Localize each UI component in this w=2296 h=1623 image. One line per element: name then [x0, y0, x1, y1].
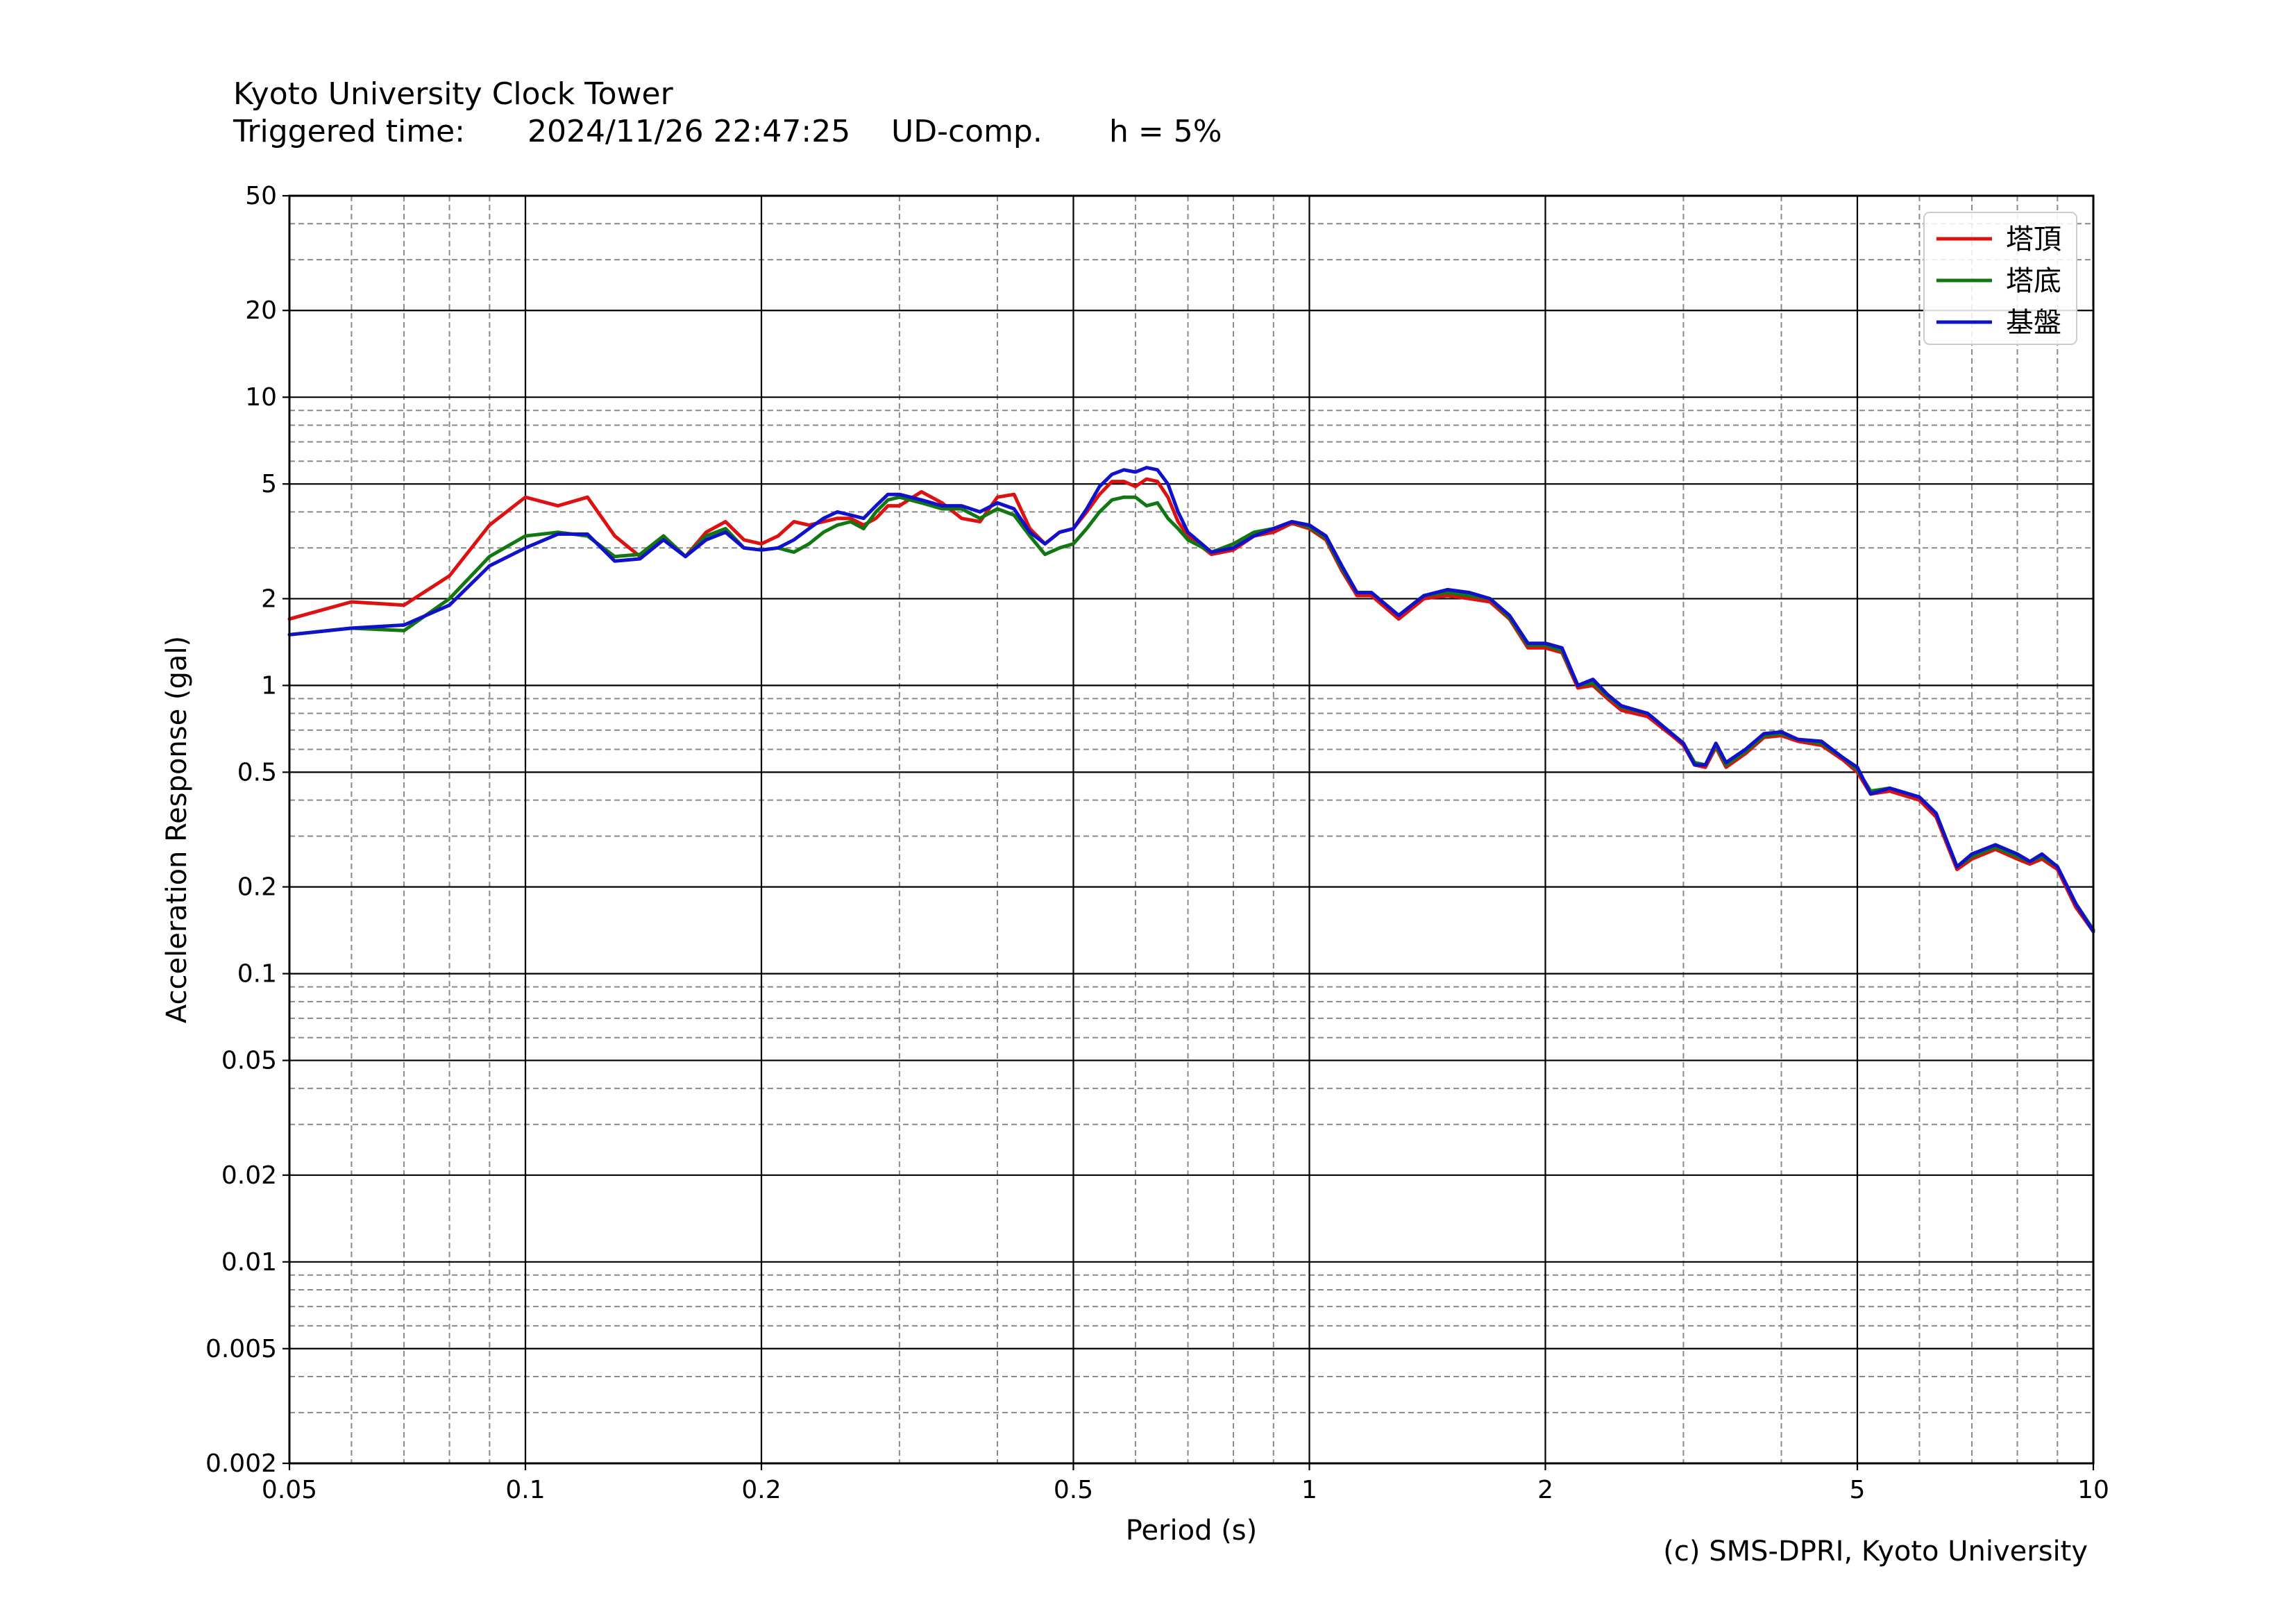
y-tick-label: 10: [245, 383, 277, 412]
grid-minor: [289, 196, 2093, 1463]
y-tick-label: 0.2: [237, 873, 277, 902]
x-tick-label: 0.1: [505, 1476, 545, 1504]
x-tick-label: 2: [1537, 1476, 1553, 1504]
x-tick-label: 10: [2077, 1476, 2109, 1504]
series-layer: [287, 466, 2095, 934]
y-axis-label: Acceleration Response (gal): [161, 636, 193, 1023]
chart-title-station: Kyoto University Clock Tower: [233, 76, 673, 112]
y-tick-label: 0.01: [221, 1248, 277, 1277]
x-tick-label: 0.05: [262, 1476, 317, 1504]
x-tick-label: 0.5: [1054, 1476, 1093, 1504]
y-tick-label: 5: [261, 470, 277, 498]
y-tick-label: 0.002: [205, 1449, 277, 1478]
y-tick-label: 1: [261, 671, 277, 700]
x-tick-label: 5: [1850, 1476, 1866, 1504]
y-tick-label: 0.5: [237, 758, 277, 787]
series-line-3: [287, 466, 2095, 934]
y-tick-label: 0.1: [237, 960, 277, 989]
x-tick-labels: 0.05 0.1 0.2 0.5 1 2 5 10: [262, 1476, 2109, 1504]
y-tick-label: 0.005: [205, 1335, 277, 1363]
y-tick-label: 20: [245, 296, 277, 325]
component-label: UD-comp.: [891, 114, 1043, 149]
credit-text: (c) SMS-DPRI, Kyoto University: [1663, 1536, 2088, 1567]
legend-box: [1923, 212, 2077, 345]
plot-frame: [288, 194, 2095, 1465]
y-tick-label: 0.02: [221, 1161, 277, 1190]
y-tick-labels: 0.002 0.005 0.01 0.02 0.05 0.1 0.2 0.5 1 2 5 10 20 50: [205, 182, 277, 1478]
y-tick-label: 0.05: [221, 1047, 277, 1075]
legend-label: 塔頂: [2006, 224, 2061, 255]
x-axis-label: Period (s): [1126, 1515, 1258, 1547]
triggered-time-value: 2024/11/26 22:47:25: [527, 114, 851, 149]
x-tick-label: 0.2: [741, 1476, 781, 1504]
series-line-1: [287, 477, 2095, 934]
y-tick-label: 50: [245, 182, 277, 210]
triggered-time-label: Triggered time:: [233, 114, 465, 149]
x-tick-label: 1: [1301, 1476, 1317, 1504]
legend-label: 塔底: [2006, 265, 2061, 297]
y-tick-label: 2: [261, 585, 277, 613]
legend-label: 基盤: [2006, 307, 2061, 339]
damping-label: h = 5%: [1109, 114, 1222, 149]
series-line-2: [287, 495, 2095, 932]
